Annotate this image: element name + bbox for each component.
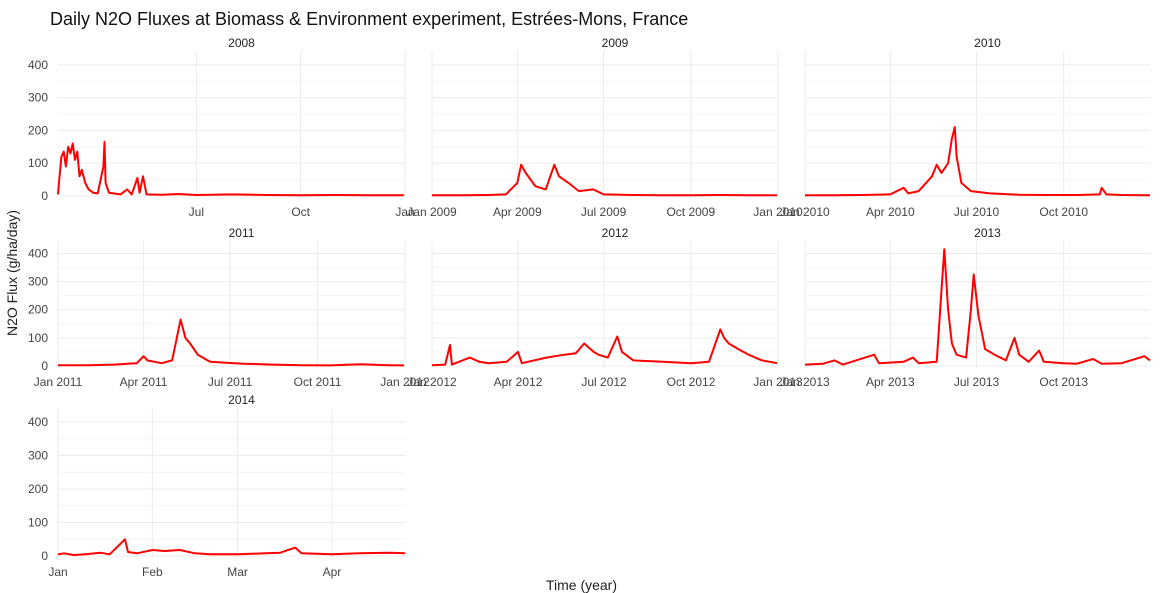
x-tick-label: Jul 2009 (581, 205, 627, 219)
x-tick-label: Jan 2010 (780, 205, 830, 219)
y-tick-label: 0 (41, 189, 48, 203)
facet-label: 2008 (228, 36, 255, 50)
facet-panel-2008: 2008 0 100 200 300 400 Jul Oct Jan (28, 36, 415, 219)
x-tick-label: Jan 2013 (780, 375, 830, 389)
y-tick-label: 200 (28, 482, 48, 496)
facet-panel-2010: 2010 Jan 2010 Apr 2010 Jul 2010 Oct 2010 (780, 36, 1151, 219)
series-line-2013 (804, 248, 1151, 366)
facet-label: 2009 (602, 36, 629, 50)
y-tick-label: 400 (28, 415, 48, 429)
facet-label: 2011 (229, 226, 255, 240)
y-tick-label: 100 (28, 331, 48, 345)
x-tick-label: Jan 2010 (753, 205, 803, 219)
series-line-2009 (432, 163, 778, 197)
facet-label: 2010 (974, 36, 1001, 50)
x-tick-label: Jul 2013 (954, 375, 1000, 389)
y-tick-label: 0 (41, 359, 48, 373)
x-tick-label: Apr 2011 (120, 375, 168, 389)
y-tick-label: 300 (28, 275, 48, 289)
x-tick-label: Apr 2012 (494, 375, 543, 389)
x-tick-label: Jan 2009 (407, 205, 457, 219)
x-tick-label: Jan (395, 205, 414, 219)
x-tick-label: Apr (323, 565, 342, 579)
facet-panel-2009: 2009 Jan 2009 Apr 2009 Jul 2009 Oct 2009 Jan … (407, 36, 803, 219)
x-tick-label: Oct (291, 205, 310, 219)
x-tick-label: Oct 2009 (666, 205, 715, 219)
series-line-2010 (805, 126, 1151, 197)
facet-label: 2012 (602, 226, 629, 240)
x-axis-label: Time (year) (545, 577, 618, 593)
facet-panel-2014: 2014 0 100 200 300 400 Jan Feb Mar Apr (28, 393, 406, 579)
facet-panel-2012: 2012 Jan 2012 Apr 2012 Jul 2012 Oct 2012 Jan … (407, 226, 803, 389)
y-tick-label: 100 (28, 516, 48, 530)
x-tick-label: Jul 2012 (581, 375, 627, 389)
y-tick-label: 300 (28, 91, 48, 105)
x-tick-label: Apr 2009 (493, 205, 542, 219)
facet-label: 2014 (228, 393, 255, 407)
x-tick-label: Jan (48, 565, 67, 579)
x-tick-label: Mar (227, 565, 248, 579)
x-tick-label: Jan 2011 (34, 375, 83, 389)
y-tick-label: 200 (28, 123, 48, 137)
x-tick-label: Oct 2012 (667, 375, 716, 389)
y-tick-label: 200 (28, 303, 48, 317)
series-line-2011 (58, 318, 405, 367)
facet-label: 2013 (974, 226, 1001, 240)
facet-panel-2011: 2011 0 100 200 300 400 Jan 2011 Apr 2011 Jul 201… (28, 226, 430, 389)
x-tick-label: Oct 2011 (294, 375, 342, 389)
chart-title: Daily N2O Fluxes at Biomass & Environmen… (50, 9, 689, 29)
x-tick-label: Feb (142, 565, 163, 579)
series-line-2012 (431, 328, 778, 367)
y-tick-label: 400 (28, 246, 48, 260)
x-tick-label: Apr 2013 (866, 375, 915, 389)
series-line-2008 (57, 140, 404, 197)
x-tick-label: Jul (189, 205, 204, 219)
y-tick-label: 100 (28, 156, 48, 170)
x-tick-label: Jan 2013 (753, 375, 803, 389)
y-tick-label: 300 (28, 449, 48, 463)
x-tick-label: Jul 2010 (954, 205, 1000, 219)
series-line-2014 (57, 538, 406, 556)
y-tick-label: 400 (28, 58, 48, 72)
x-tick-label: Oct 2013 (1039, 375, 1088, 389)
x-tick-label: Apr 2010 (866, 205, 915, 219)
x-tick-label: Jul 2011 (208, 375, 253, 389)
x-tick-label: Jan 2012 (407, 375, 457, 389)
x-tick-label: Jan 2012 (380, 375, 430, 389)
x-tick-label: Oct 2010 (1039, 205, 1088, 219)
y-tick-label: 0 (41, 549, 48, 563)
facet-panel-2013: 2013 Jan 2013 Apr 2013 Jul 2013 Oct 2013 (780, 226, 1151, 389)
